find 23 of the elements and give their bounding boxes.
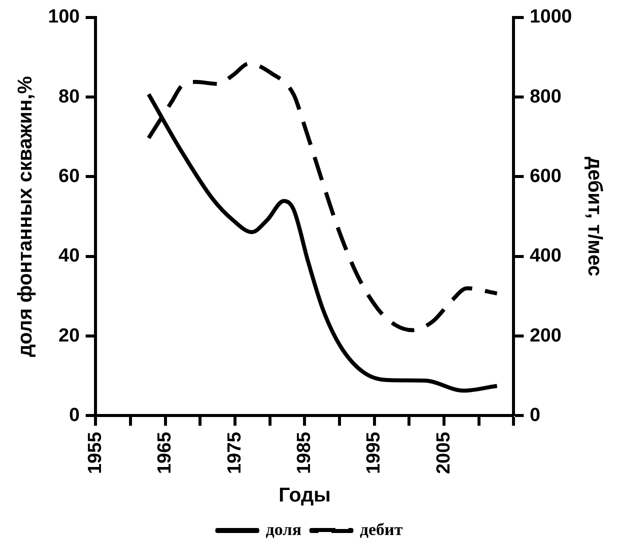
y2-tick-label: 0 xyxy=(530,404,540,426)
y-tick-label: 0 xyxy=(69,404,80,426)
x-tick-label: 1975 xyxy=(224,431,246,474)
y-tick-label: 60 xyxy=(58,166,80,187)
x-tick-label: 1965 xyxy=(154,431,176,474)
y2-tick-label: 600 xyxy=(530,166,562,187)
x-tick-label: 1955 xyxy=(84,431,106,474)
legend-label: доля xyxy=(266,520,302,539)
legend-label: дебит xyxy=(360,520,404,539)
y-axis-title: доля фонтанных скважин,% xyxy=(14,76,37,358)
y2-tick-label: 400 xyxy=(530,246,562,267)
y-tick-label: 80 xyxy=(58,86,80,108)
x-tick-label: 1985 xyxy=(294,431,315,474)
y2-tick-label: 200 xyxy=(530,325,562,346)
x-tick-label: 1995 xyxy=(364,431,385,474)
y2-tick-label: 800 xyxy=(530,86,562,108)
x-tick-label: 2005 xyxy=(433,431,454,474)
y-tick-label: 20 xyxy=(58,325,80,346)
y2-axis-title: дебит, т/мес xyxy=(583,156,606,276)
y2-tick-label: 1000 xyxy=(530,6,572,28)
x-axis-title: Годы xyxy=(278,484,331,507)
y-tick-label: 40 xyxy=(58,246,80,267)
y-tick-label: 100 xyxy=(48,6,80,28)
